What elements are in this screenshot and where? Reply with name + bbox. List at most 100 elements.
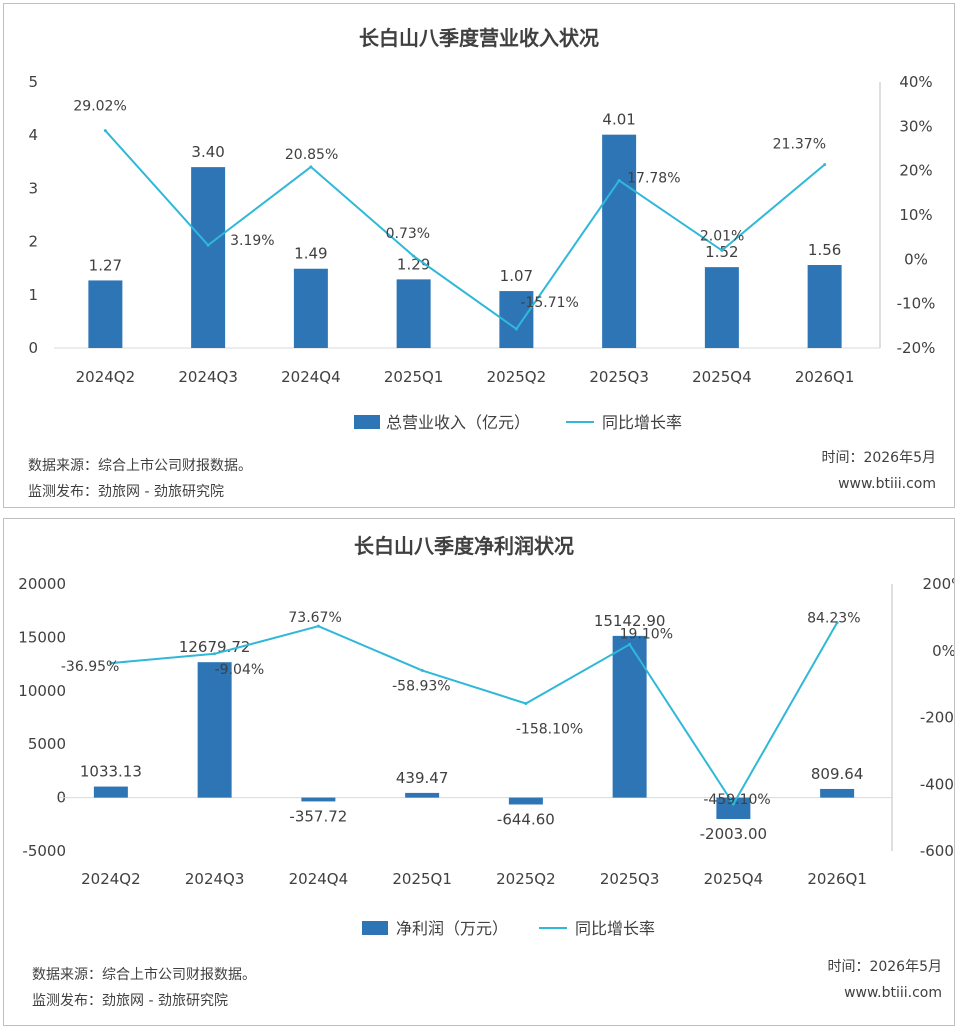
bar xyxy=(499,291,534,348)
bar-value-label: -644.60 xyxy=(497,810,555,828)
x-axis-category-label: 2025Q4 xyxy=(704,870,764,888)
bar xyxy=(508,797,543,805)
bar xyxy=(301,797,336,802)
growth-rate-point xyxy=(731,802,735,806)
growth-rate-label: -459.10% xyxy=(703,792,770,808)
y-axis-tick-label: 1 xyxy=(28,286,38,304)
y-axis-tick-label: 3 xyxy=(28,179,38,197)
growth-rate-label: 29.02% xyxy=(73,99,126,115)
profit-chart-panel: 长白山八季度净利润状况 净利润（万元） 同比增长率 数据来源：综合上市公司财报数… xyxy=(3,518,955,1026)
x-axis-category-label: 2025Q3 xyxy=(600,870,660,888)
x-axis-category-label: 2025Q1 xyxy=(384,368,444,386)
bar-value-label: 1.07 xyxy=(500,267,533,285)
x-axis-category-label: 2026Q1 xyxy=(807,870,867,888)
growth-rate-line xyxy=(110,622,838,806)
growth-rate-point xyxy=(524,702,528,706)
bar xyxy=(820,788,855,798)
publisher-note: 监测发布：劲旅网 - 劲旅研究院 xyxy=(32,993,228,1009)
growth-rate-label: -36.95% xyxy=(61,659,119,675)
y2-axis-tick-label: 0% xyxy=(904,250,928,268)
y-axis-tick-label: -5000 xyxy=(22,842,66,860)
growth-rate-point xyxy=(206,243,210,247)
growth-rate-label: 20.85% xyxy=(285,147,338,163)
bar xyxy=(716,797,751,819)
bar-value-label: 15142.90 xyxy=(594,612,666,630)
growth-rate-point xyxy=(316,624,320,628)
legend-bar-label: 总营业收入（亿元） xyxy=(386,413,530,432)
growth-rate-point xyxy=(420,668,424,672)
profit-chart: 长白山八季度净利润状况 净利润（万元） 同比增长率 数据来源：综合上市公司财报数… xyxy=(18,534,954,1009)
chart-title: 长白山八季度净利润状况 xyxy=(354,534,574,558)
bar xyxy=(191,167,226,348)
x-axis-category-label: 2025Q4 xyxy=(692,368,752,386)
y2-axis-tick-label: -600% xyxy=(920,842,954,860)
time-note: 时间：2026年5月 xyxy=(821,450,936,466)
x-axis-category-label: 2025Q2 xyxy=(496,870,556,888)
legend-line-label: 同比增长率 xyxy=(602,413,682,432)
growth-rate-point xyxy=(309,165,313,169)
bar xyxy=(405,792,440,798)
growth-rate-point xyxy=(720,248,724,252)
y-axis-tick-label: 10000 xyxy=(18,682,66,700)
growth-rate-label: 21.37% xyxy=(773,137,826,153)
chart-legend: 总营业收入（亿元） 同比增长率 xyxy=(354,413,682,432)
bar-value-label: -2003.00 xyxy=(700,825,767,843)
y2-axis-tick-label: 200% xyxy=(923,575,954,593)
x-axis-category-label: 2024Q3 xyxy=(185,870,245,888)
x-axis-category-label: 2026Q1 xyxy=(795,368,855,386)
bar-value-label: 1.27 xyxy=(89,256,122,274)
growth-rate-line xyxy=(104,130,826,331)
chart-legend: 净利润（万元） 同比增长率 xyxy=(362,919,655,938)
x-axis-category-label: 2024Q4 xyxy=(289,870,349,888)
growth-rate-point xyxy=(103,129,107,133)
x-axis-category-label: 2024Q4 xyxy=(281,368,341,386)
x-axis-category-label: 2025Q3 xyxy=(589,368,649,386)
bar xyxy=(396,279,431,348)
growth-rate-label: 0.73% xyxy=(386,226,430,242)
legend-line-label: 同比增长率 xyxy=(575,919,655,938)
bar-value-label: 12679.72 xyxy=(179,638,251,656)
x-axis-category-label: 2024Q3 xyxy=(178,368,238,386)
growth-rate-label: -158.10% xyxy=(516,722,583,738)
y-axis-tick-label: 15000 xyxy=(18,628,66,646)
bar-value-label: 1.52 xyxy=(705,243,738,261)
growth-rate-label: 73.67% xyxy=(288,610,341,626)
time-note: 时间：2026年5月 xyxy=(827,959,942,975)
legend-bar-swatch xyxy=(354,415,380,429)
revenue-chart-panel: 长白山八季度营业收入状况 总营业收入（亿元） 同比增长率 数据来源：综合上市公司… xyxy=(3,3,955,508)
bar xyxy=(612,635,647,798)
bar-value-label: 4.01 xyxy=(602,111,635,129)
growth-rate-label: -15.71% xyxy=(520,295,578,311)
y-axis-tick-label: 0 xyxy=(28,339,38,357)
y2-axis-tick-label: 20% xyxy=(899,162,932,180)
y2-axis-tick-label: -10% xyxy=(897,295,936,313)
site-note: www.btiii.com xyxy=(838,476,936,492)
bar xyxy=(704,267,739,348)
bar-value-label: 1033.13 xyxy=(80,763,142,781)
growth-rate-point xyxy=(109,661,113,665)
bar xyxy=(602,134,637,348)
bar-value-label: -357.72 xyxy=(289,807,347,825)
chart-title: 长白山八季度营业收入状况 xyxy=(359,26,599,50)
growth-rate-label: 19.10% xyxy=(620,626,673,642)
y-axis-tick-label: 2 xyxy=(28,233,38,251)
legend-bar-label: 净利润（万元） xyxy=(396,919,508,938)
growth-rate-label: -58.93% xyxy=(392,678,450,694)
x-axis-category-label: 2025Q1 xyxy=(392,870,452,888)
bar xyxy=(93,786,128,798)
y-axis-tick-label: 4 xyxy=(28,126,38,144)
growth-rate-point xyxy=(213,652,217,656)
y2-axis-tick-label: -20% xyxy=(897,339,936,357)
y2-axis-tick-label: -200% xyxy=(920,709,954,727)
bar-value-label: 1.49 xyxy=(294,245,327,263)
data-source-note: 数据来源：综合上市公司财报数据。 xyxy=(28,457,252,474)
growth-rate-label: 2.01% xyxy=(700,228,744,244)
y2-axis-tick-label: 40% xyxy=(899,73,932,91)
bar xyxy=(807,265,842,348)
bar xyxy=(293,268,328,348)
bar-value-label: 1.56 xyxy=(808,241,841,259)
legend-bar-swatch xyxy=(362,921,388,935)
publisher-note: 监测发布：劲旅网 - 劲旅研究院 xyxy=(28,484,224,500)
bar xyxy=(197,662,232,798)
data-source-note: 数据来源：综合上市公司财报数据。 xyxy=(32,966,256,983)
